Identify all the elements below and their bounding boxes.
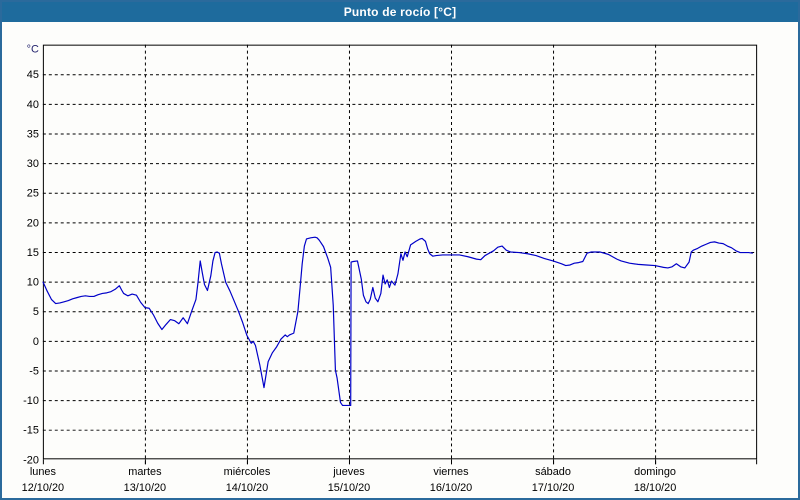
x-axis-date-label: 13/10/20 [124, 482, 166, 494]
y-axis-tick-label: 20 [27, 217, 39, 229]
x-axis-day-label: domingo [634, 466, 676, 478]
x-axis-ticks [42, 459, 758, 465]
y-axis-tick-label: 10 [27, 277, 39, 289]
x-axis-date-label: 15/10/20 [328, 482, 370, 494]
y-axis-tick-label: 5 [33, 306, 39, 318]
y-axis-tick-label: 45 [27, 69, 39, 81]
y-axis-tick-label: -5 [29, 365, 39, 377]
y-axis-tick-label: 0 [33, 336, 39, 348]
x-axis-date-label: 16/10/20 [430, 482, 472, 494]
y-axis-tick-label: 30 [27, 158, 39, 170]
y-axis-tick-label: 35 [27, 128, 39, 140]
y-gridlines [42, 74, 758, 431]
y-axis-labels: 45 40 35 30 25 20 15 10 5 0 -5 -10 -15 -20 [23, 69, 39, 466]
dew-point-line [42, 236, 753, 407]
x-axis-date-label: 17/10/20 [532, 482, 574, 494]
window-titlebar: Punto de rocío [°C] [2, 2, 798, 22]
plot-border [42, 44, 758, 460]
y-axis-tick-label: -15 [23, 425, 39, 437]
x-axis-day-label: viernes [433, 466, 469, 478]
y-axis-tick-label: 40 [27, 99, 39, 111]
y-axis-tick-label: -10 [23, 395, 39, 407]
x-axis-day-label: martes [128, 466, 162, 478]
x-axis-day-label: lunes [30, 466, 57, 478]
x-axis-date-label: 12/10/20 [22, 482, 64, 494]
y-axis-tick-label: -20 [23, 454, 39, 466]
y-axis-unit-label: °C [27, 44, 39, 56]
x-axis-day-label: jueves [332, 466, 365, 478]
x-axis-day-label: miércoles [224, 466, 271, 478]
x-axis-labels: lunes 12/10/20 martes 13/10/20 miércoles 14/1… [22, 466, 677, 494]
x-axis-day-label: sábado [535, 466, 571, 478]
chart-title: Punto de rocío [°C] [343, 5, 457, 19]
x-axis-date-label: 18/10/20 [634, 482, 676, 494]
x-axis-date-label: 14/10/20 [226, 482, 268, 494]
y-axis-tick-label: 15 [27, 247, 39, 259]
y-axis-tick-label: 25 [27, 188, 39, 200]
